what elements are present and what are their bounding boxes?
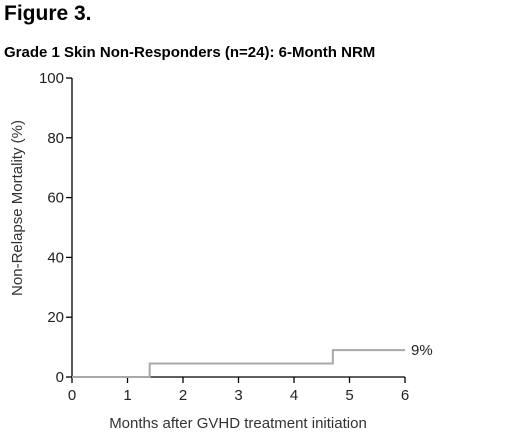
y-tick-label: 100 (39, 70, 64, 87)
x-ticks: 0 1 2 3 4 5 6 (68, 377, 409, 404)
x-axis-label: Months after GVHD treatment initiation (109, 415, 367, 432)
y-axis-label: Non-Relapse Mortality (%) (9, 120, 26, 296)
chart-title: Grade 1 Skin Non-Responders (n=24): 6-Mo… (4, 44, 376, 61)
x-tick-label: 6 (401, 387, 409, 404)
x-tick-label: 1 (123, 387, 131, 404)
x-tick-label: 0 (68, 387, 76, 404)
y-ticks: 0 20 40 60 80 100 (39, 70, 72, 386)
y-tick-label: 20 (47, 309, 64, 326)
x-tick-label: 5 (345, 387, 353, 404)
y-tick-label: 60 (47, 190, 64, 207)
axes (71, 78, 405, 378)
annotations: 9% (411, 342, 433, 359)
x-tick-label: 3 (234, 387, 242, 404)
x-tick-label: 2 (179, 387, 187, 404)
x-tick-label: 4 (290, 387, 298, 404)
nrm-step-line (72, 349, 405, 378)
y-tick-label: 0 (56, 369, 64, 386)
series-group (72, 349, 405, 378)
y-tick-label: 80 (47, 130, 64, 147)
y-tick-label: 40 (47, 249, 64, 266)
figure-label: Figure 3. (4, 2, 92, 25)
annotation-label: 9% (411, 342, 433, 359)
